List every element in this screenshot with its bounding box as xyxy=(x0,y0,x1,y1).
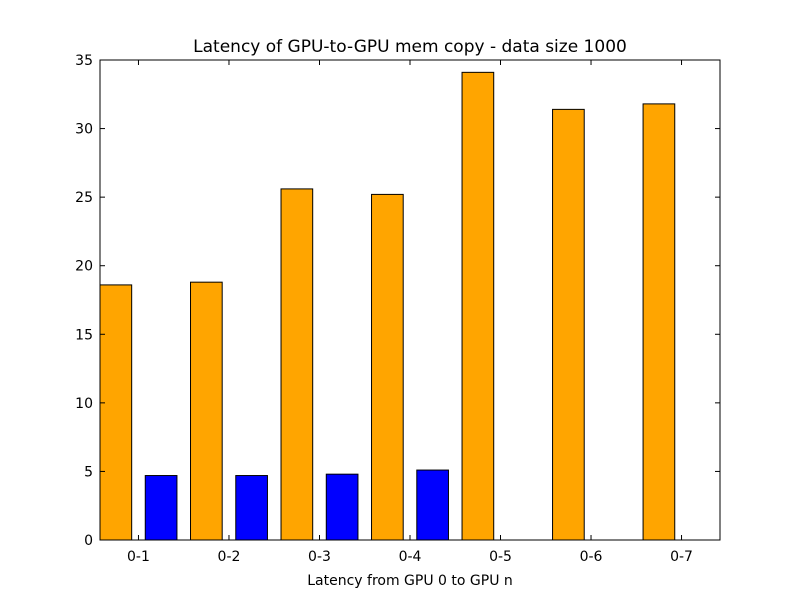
x-tick-label: 0-3 xyxy=(308,549,331,565)
x-tick-label: 0-5 xyxy=(489,549,512,565)
bar-0-6-series-1 xyxy=(552,108,585,541)
bar-0-5-series-1 xyxy=(461,71,495,541)
x-tick-label: 0-6 xyxy=(580,549,603,565)
x-axis-label: Latency from GPU 0 to GPU n xyxy=(307,573,513,589)
plot-frame xyxy=(99,59,721,541)
x-tick-label: 0-1 xyxy=(127,549,150,565)
y-tick-label: 0 xyxy=(84,533,93,549)
x-tick-label: 0-4 xyxy=(399,549,422,565)
bar-0-3-series-1 xyxy=(280,188,314,541)
y-tick-label: 15 xyxy=(75,327,93,343)
x-tick-label: 0-7 xyxy=(670,549,693,565)
bar-0-2-series-2 xyxy=(235,475,268,541)
bar-0-3-series-2 xyxy=(325,473,359,541)
y-tick-label: 35 xyxy=(75,53,93,69)
bar-0-4-series-2 xyxy=(416,469,449,541)
y-tick-label: 10 xyxy=(75,396,93,412)
y-tick-label: 5 xyxy=(84,464,93,480)
bar-0-2-series-1 xyxy=(190,281,223,541)
x-tick-label: 0-2 xyxy=(218,549,241,565)
bar-0-1-series-2 xyxy=(144,475,178,541)
bar-0-7-series-1 xyxy=(642,103,676,541)
y-tick-label: 20 xyxy=(75,259,93,275)
y-axis-ticks: 0 5 10 15 20 25 30 35 xyxy=(75,53,720,549)
y-tick-label: 30 xyxy=(75,122,93,138)
x-axis-ticks: 0-1 0-2 0-3 0-4 0-5 0-6 0-7 xyxy=(127,60,693,565)
chart-title: Latency of GPU-to-GPU mem copy - data si… xyxy=(193,37,627,57)
bar-0-1-series-1 xyxy=(99,284,133,541)
y-tick-label: 25 xyxy=(75,190,93,206)
bar-0-4-series-1 xyxy=(371,193,404,541)
bars-group xyxy=(99,71,676,541)
